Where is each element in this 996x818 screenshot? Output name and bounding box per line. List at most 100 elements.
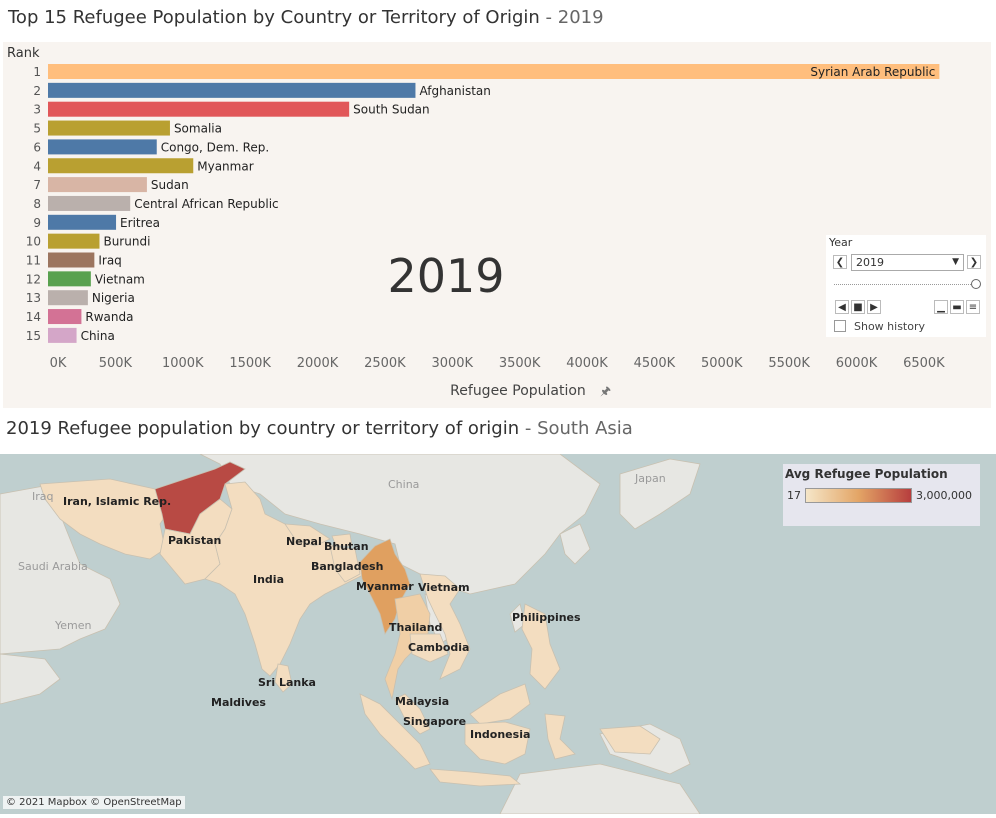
map-label-maldives: Maldives: [211, 696, 266, 709]
bar-central-african-republic: [48, 195, 131, 211]
land-africa-horn: [0, 653, 61, 705]
map-title: 2019 Refugee population by country or te…: [6, 418, 633, 439]
country-philippines: [521, 603, 561, 690]
map-label-thailand: Thailand: [389, 621, 442, 634]
country-indonesia-java: [429, 768, 522, 787]
rank-tick-label: 1: [33, 65, 41, 79]
bar-label: Central African Republic: [134, 197, 278, 211]
map-label-yemen: Yemen: [54, 619, 92, 632]
rank-tick-label: 5: [33, 122, 41, 136]
rank-tick-label: 10: [26, 235, 41, 249]
y-axis-title: Rank: [7, 46, 40, 61]
bar-iraq: [48, 252, 95, 268]
stop-icon[interactable]: ■: [851, 300, 865, 314]
map-panel: Iran, Islamic Rep. Pakistan Nepal Bhutan Ban…: [0, 454, 996, 814]
year-filter-control: Year ❮ 2019 ▼ ❯ ◀ ■ ▶ ▁ ▬ ≡ Show history: [826, 235, 986, 337]
map-label-malaysia: Malaysia: [395, 695, 449, 708]
chevron-right-icon[interactable]: ❯: [967, 255, 981, 269]
show-history-checkbox[interactable]: [834, 320, 846, 332]
bar-label: Nigeria: [92, 291, 135, 305]
bar-label: Syrian Arab Republic: [810, 65, 935, 79]
bar-nigeria: [48, 290, 88, 306]
x-tick-label: 1500K: [229, 356, 271, 371]
map-attribution[interactable]: © 2021 Mapbox © OpenStreetMap: [3, 796, 185, 809]
bar-label: Afghanistan: [419, 84, 490, 98]
speed-fast-icon[interactable]: ≡: [966, 300, 980, 314]
land-australia: [499, 763, 701, 814]
chart-title-main: Top 15 Refugee Population by Country or …: [8, 7, 540, 28]
x-tick-label: 1000K: [162, 356, 204, 371]
map-title-region: South Asia: [537, 418, 633, 439]
x-tick-label: 4500K: [634, 356, 676, 371]
bar-label: Vietnam: [95, 272, 145, 286]
year-slider-handle[interactable]: [971, 279, 981, 289]
rank-tick-label: 14: [26, 310, 41, 324]
rank-tick-label: 9: [33, 216, 41, 230]
country-malaysia-west: [394, 693, 431, 735]
land-japan: [619, 458, 701, 530]
bar-china: [48, 327, 77, 343]
bar-label: Somalia: [174, 122, 222, 136]
x-tick-label: 6500K: [903, 356, 945, 371]
country-bangladesh: [329, 545, 361, 583]
map-label-vietnam: Vietnam: [418, 581, 470, 594]
land-korea: [559, 523, 591, 565]
map-label-pakistan: Pakistan: [168, 534, 221, 547]
chevron-down-icon: ▼: [952, 257, 959, 267]
year-watermark: 2019: [387, 249, 504, 303]
map-label-india: India: [253, 573, 284, 586]
bar-label: Eritrea: [120, 216, 160, 230]
x-tick-label: 6000K: [836, 356, 878, 371]
map-label-saudi-arabia: Saudi Arabia: [18, 560, 88, 573]
bar-congo-dem-rep-: [48, 139, 157, 155]
bar-label: Rwanda: [85, 310, 133, 324]
map-label-singapore: Singapore: [403, 715, 466, 728]
legend-title: Avg Refugee Population: [785, 467, 948, 481]
play-icon[interactable]: ▶: [867, 300, 881, 314]
legend-min-label: 17: [787, 489, 801, 502]
chart-title-separator: -: [539, 7, 558, 28]
bar-south-sudan: [48, 101, 350, 117]
country-indonesia-papua: [599, 725, 661, 755]
speed-slow-icon[interactable]: ▁: [934, 300, 948, 314]
step-back-icon[interactable]: ◀: [835, 300, 849, 314]
bar-eritrea: [48, 214, 117, 230]
map-label-iraq: Iraq: [32, 490, 54, 503]
bar-label: South Sudan: [353, 103, 430, 117]
map-label-japan: Japan: [634, 472, 666, 485]
rank-tick-label: 13: [26, 291, 41, 305]
chevron-left-icon[interactable]: ❮: [833, 255, 847, 269]
bar-label: Iraq: [98, 254, 121, 268]
bar-vietnam: [48, 271, 91, 287]
x-tick-label: 5000K: [701, 356, 743, 371]
country-nepal: [284, 523, 331, 547]
x-tick-label: 5500K: [768, 356, 810, 371]
x-tick-label: 2000K: [297, 356, 339, 371]
x-tick-label: 4000K: [566, 356, 608, 371]
bar-label: China: [81, 329, 115, 343]
rank-tick-label: 15: [26, 329, 41, 343]
year-slider-track[interactable]: [834, 284, 971, 285]
bar-burundi: [48, 233, 100, 249]
map-label-china: China: [388, 478, 419, 491]
map-label-sri-lanka: Sri Lanka: [258, 676, 316, 689]
legend-color-ramp: [805, 488, 912, 503]
speed-medium-icon[interactable]: ▬: [950, 300, 964, 314]
country-sri-lanka: [274, 663, 293, 693]
rank-tick-label: 12: [26, 272, 41, 286]
map-title-separator: -: [519, 418, 538, 439]
bar-label: Sudan: [151, 178, 189, 192]
country-cambodia: [409, 633, 449, 663]
bar-somalia: [48, 120, 170, 136]
rank-tick-label: 11: [26, 254, 41, 268]
rank-tick-label: 3: [33, 103, 41, 117]
x-tick-label: 3500K: [499, 356, 541, 371]
chart-title-year: 2019: [557, 7, 604, 28]
bar-sudan: [48, 177, 147, 193]
rank-tick-label: 2: [33, 84, 41, 98]
year-dropdown[interactable]: 2019 ▼: [851, 254, 964, 271]
rank-tick-label: 8: [33, 197, 41, 211]
map-label-bhutan: Bhutan: [324, 540, 369, 553]
country-bhutan: [331, 533, 353, 547]
bar-label: Congo, Dem. Rep.: [161, 140, 269, 154]
